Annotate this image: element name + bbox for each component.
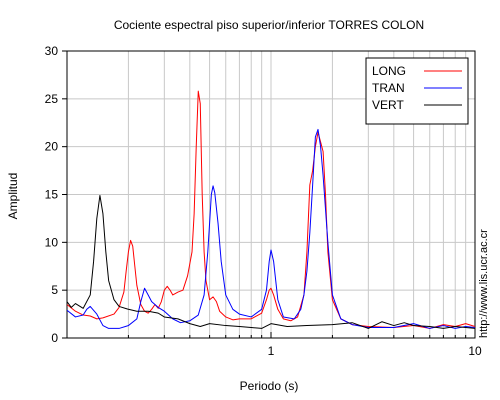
y-tick-label: 30 <box>45 44 59 58</box>
series-line-tran <box>67 128 475 329</box>
x-axis-label: Periodo (s) <box>240 379 299 393</box>
y-tick-label: 0 <box>51 331 58 345</box>
axes: 0 5 10 15 20 25 30 1 10 <box>45 44 482 358</box>
series-line-vert <box>67 194 475 329</box>
legend-box <box>365 57 469 125</box>
y-axis-label: Amplitud <box>6 173 20 220</box>
legend-label-long: LONG <box>372 64 406 78</box>
x-tick-label: 1 <box>268 344 275 358</box>
y-tick-label: 20 <box>45 140 59 154</box>
series-layer <box>67 90 475 329</box>
legend: LONG TRAN VERT <box>365 57 469 125</box>
y-tick-label: 5 <box>51 283 58 297</box>
source-url-note: http://www.lis.ucr.ac.cr <box>478 229 490 338</box>
y-tick-label: 10 <box>45 235 59 249</box>
legend-label-tran: TRAN <box>372 81 405 95</box>
x-tick-label: 10 <box>468 344 482 358</box>
y-tick-label: 15 <box>45 188 59 202</box>
chart-title: Cociente espectral piso superior/inferio… <box>114 18 424 32</box>
legend-label-vert: VERT <box>372 98 404 112</box>
y-tick-label: 25 <box>45 92 59 106</box>
series-line-long <box>67 90 475 329</box>
